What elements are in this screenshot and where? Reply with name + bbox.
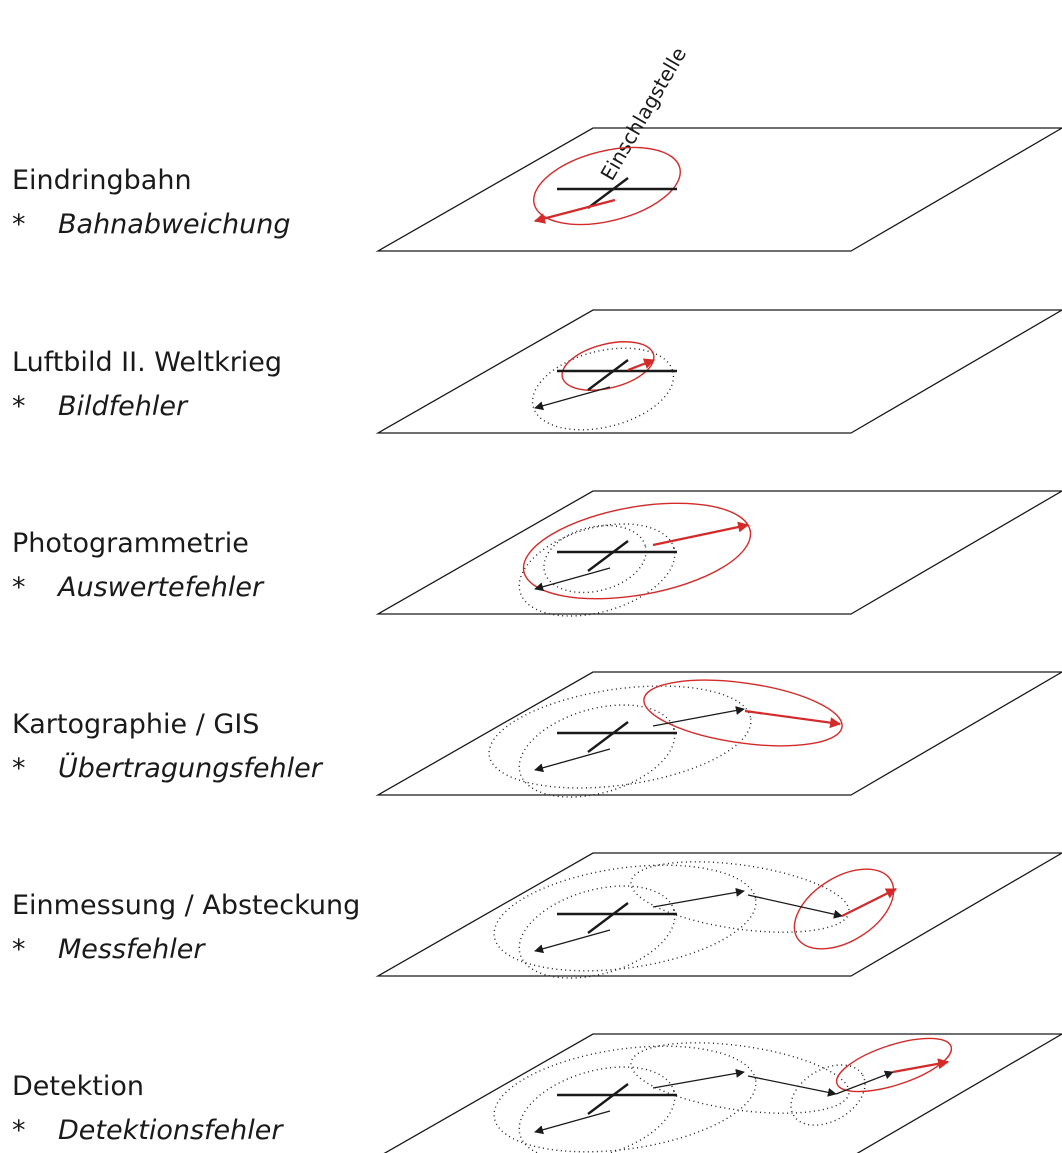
stage-error: Auswertefehler (56, 572, 265, 603)
impact-label: Einschlagstelle (596, 43, 692, 184)
prior-error-ellipse (518, 704, 676, 798)
prior-error-arrow (747, 1075, 837, 1097)
current-error-ellipse (561, 341, 655, 391)
prior-error-ellipse (630, 1042, 850, 1114)
stage-4: Kartographie / GIS * Übertragungsfehler (12, 671, 1062, 798)
prior-error-arrow (534, 386, 611, 411)
plane (383, 1033, 1062, 1153)
prior-error-arrow (835, 1070, 894, 1095)
bullet-asterisk: * (12, 391, 26, 422)
prior-error-ellipse (518, 523, 676, 617)
stage-title: Eindringbahn (12, 165, 192, 196)
plane (375, 852, 1062, 977)
stage-error: Übertragungsfehler (58, 752, 324, 784)
bullet-asterisk: * (12, 1115, 26, 1146)
prior-error-ellipse (518, 885, 676, 979)
bullet-asterisk: * (12, 572, 26, 603)
plane (375, 127, 1062, 252)
prior-error-arrow (747, 894, 843, 919)
bullet-asterisk: * (12, 753, 26, 784)
stage-5: Einmessung / Absteckung * Messfehler (12, 852, 1062, 979)
current-error-arrow (652, 521, 750, 547)
stage-error: Messfehler (58, 934, 206, 965)
current-error-arrow (841, 888, 897, 917)
stage-3: Photogrammetrie * Auswertefehler (12, 490, 1062, 617)
stage-2: Luftbild II. Weltkrieg * Bildfehler (12, 309, 1062, 434)
prior-error-ellipse (630, 861, 850, 933)
current-error-ellipse (533, 146, 681, 226)
bullet-asterisk: * (12, 209, 26, 240)
stage-title: Kartographie / GIS (12, 709, 259, 740)
prior-error-arrow (652, 887, 745, 908)
impact-stroke (587, 902, 629, 934)
current-error-arrow (627, 358, 656, 372)
prior-error-arrow (534, 1110, 611, 1135)
current-error-ellipse (835, 1037, 953, 1093)
prior-error-ellipse (493, 864, 757, 972)
prior-error-arrow (652, 1068, 745, 1089)
stage-6: Detektion * Detektionsfehler (12, 1033, 1062, 1153)
stage-error: Bahnabweichung (58, 209, 291, 240)
impact-stroke (587, 177, 629, 209)
stage-1: Eindringbahn * Bahnabweichung (12, 127, 1062, 252)
current-error-ellipse (522, 502, 752, 600)
prior-error-arrow (652, 706, 745, 727)
stage-title: Detektion (12, 1071, 144, 1102)
stage-error: Bildfehler (58, 391, 189, 422)
current-error-arrow (533, 198, 616, 224)
current-error-ellipse (793, 868, 895, 950)
stage-title: Luftbild II. Weltkrieg (12, 347, 282, 378)
current-error-arrow (892, 1058, 950, 1074)
plane (375, 309, 1062, 434)
current-error-ellipse (643, 679, 843, 747)
impact-stroke (587, 359, 629, 391)
prior-error-ellipse (790, 1064, 866, 1126)
prior-error-ellipse (543, 524, 647, 594)
stage-title: Photogrammetrie (12, 528, 249, 559)
plane (375, 671, 1062, 796)
impact-stroke (587, 540, 629, 572)
prior-error-ellipse (518, 1066, 676, 1153)
current-error-arrow (744, 709, 842, 729)
impact-stroke (587, 1083, 629, 1115)
prior-error-arrow (534, 567, 611, 592)
plane (375, 490, 1062, 615)
prior-error-ellipse (493, 1045, 757, 1153)
stage-title: Einmessung / Absteckung (12, 890, 360, 921)
prior-error-arrow (534, 929, 611, 954)
prior-error-arrow (534, 748, 611, 773)
impact-stroke (587, 721, 629, 753)
bullet-asterisk: * (12, 934, 26, 965)
prior-error-ellipse (488, 685, 752, 789)
stage-error: Detektionsfehler (58, 1115, 284, 1146)
